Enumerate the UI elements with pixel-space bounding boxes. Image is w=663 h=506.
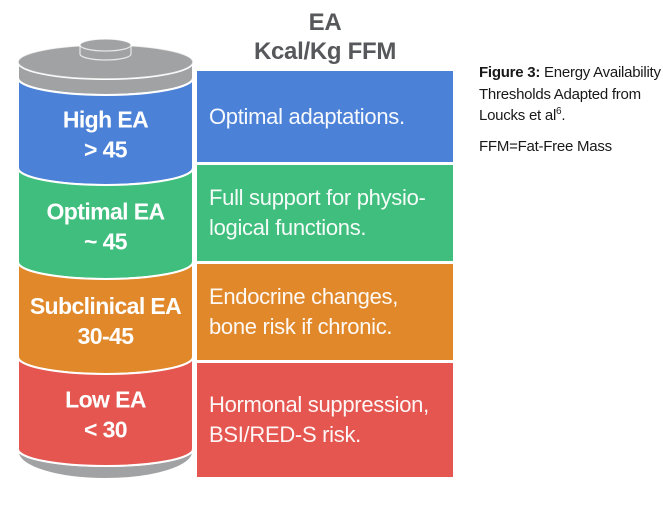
description-line: Hormonal suppression, — [209, 392, 429, 417]
segment-label-subclinical-ea: Subclinical EA — [30, 293, 181, 319]
figure-caption-text: Energy Availability Thresholds Adapted f… — [479, 64, 661, 124]
description-line: Full support for physio- — [209, 185, 426, 210]
description-line: Endocrine changes, — [209, 284, 399, 309]
description-box-low-ea: Hormonal suppression, BSI/RED-S risk. — [197, 363, 453, 477]
column-header-line2: Kcal/Kg FFM — [253, 38, 397, 65]
figure-caption-footnote: FFM=Fat-Free Mass — [479, 137, 612, 155]
segment-range-optimal-ea: ~ 45 — [84, 229, 128, 255]
figure-caption-superscript: 6 — [556, 106, 562, 117]
segment-label-low-ea: Low EA — [65, 387, 146, 413]
segment-range-subclinical-ea: 30-45 — [78, 323, 135, 349]
segment-label-optimal-ea: Optimal EA — [47, 199, 165, 225]
description-box-subclinical-ea: Endocrine changes, bone risk if chronic. — [197, 264, 453, 360]
description-line: bone risk if chronic. — [209, 314, 393, 339]
description-box-optimal-ea: Full support for physio- logical functio… — [197, 165, 453, 261]
column-header-line1: EA — [308, 9, 342, 36]
segment-range-high-ea: > 45 — [84, 137, 128, 163]
battery-illustration: High EA > 45 Optimal EA ~ 45 Subclinical… — [17, 38, 194, 480]
description-line: BSI/RED-S risk. — [209, 422, 361, 447]
description-line: logical functions. — [209, 215, 367, 240]
segment-label-high-ea: High EA — [63, 107, 148, 133]
segment-range-low-ea: < 30 — [84, 417, 127, 443]
figure-caption-period: . — [561, 107, 566, 124]
figure-caption-main: Figure 3: Energy Availability Thresholds… — [479, 62, 663, 127]
battery-terminal-top — [79, 38, 132, 52]
description-line: Optimal adaptations. — [209, 103, 405, 129]
description-box-high-ea: Optimal adaptations. — [197, 71, 453, 162]
figure-caption-label: Figure 3: — [479, 64, 541, 81]
battery-segment-low-ea — [17, 356, 194, 467]
column-header: EA Kcal/Kg FFM — [197, 8, 453, 66]
figure-caption: Figure 3: Energy Availability Thresholds… — [479, 62, 663, 166]
